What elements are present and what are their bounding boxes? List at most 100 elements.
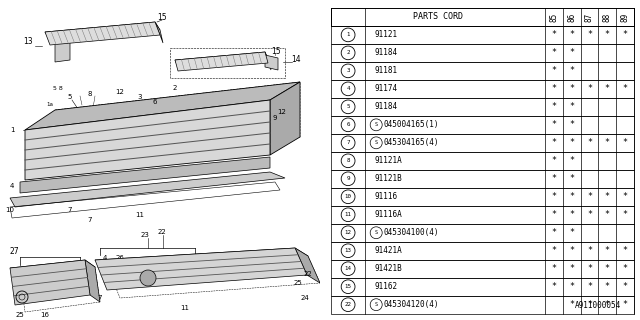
Text: 1a: 1a <box>47 102 54 108</box>
Text: *: * <box>570 174 574 183</box>
Text: 6: 6 <box>346 122 350 127</box>
Text: *: * <box>552 192 557 201</box>
Text: 11: 11 <box>344 212 351 217</box>
Text: *: * <box>587 210 592 219</box>
Text: 045004165(1): 045004165(1) <box>384 120 439 129</box>
Text: 85: 85 <box>550 12 559 21</box>
Text: 10: 10 <box>344 194 351 199</box>
Text: 10: 10 <box>77 273 86 279</box>
Text: *: * <box>570 282 574 291</box>
Text: PARTS CORD: PARTS CORD <box>413 12 463 21</box>
Text: 4: 4 <box>10 183 14 189</box>
Bar <box>331 188 634 206</box>
Text: 91184: 91184 <box>375 102 398 111</box>
Text: *: * <box>605 192 610 201</box>
Text: *: * <box>552 228 557 237</box>
Text: 91116: 91116 <box>375 192 398 201</box>
Text: *: * <box>552 264 557 273</box>
Polygon shape <box>85 260 100 302</box>
Bar <box>331 224 634 242</box>
Text: *: * <box>570 66 574 76</box>
Text: *: * <box>605 246 610 255</box>
Text: *: * <box>570 192 574 201</box>
Polygon shape <box>265 52 271 70</box>
Text: 7: 7 <box>68 207 72 213</box>
Bar <box>331 152 634 170</box>
Text: S: S <box>374 302 378 307</box>
Text: 045304120(4): 045304120(4) <box>384 300 439 309</box>
Text: *: * <box>605 84 610 93</box>
Text: *: * <box>570 48 574 57</box>
Text: 7: 7 <box>346 140 350 145</box>
Text: *: * <box>587 30 592 39</box>
Text: *: * <box>552 48 557 57</box>
Polygon shape <box>265 55 278 70</box>
Text: 14: 14 <box>344 266 351 271</box>
Bar <box>331 278 634 296</box>
Bar <box>331 98 634 116</box>
Text: *: * <box>552 174 557 183</box>
Text: 91184: 91184 <box>375 48 398 57</box>
Bar <box>331 62 634 80</box>
Text: *: * <box>570 30 574 39</box>
Text: 11: 11 <box>136 212 145 218</box>
Bar <box>331 260 634 278</box>
Text: 91162: 91162 <box>375 282 398 291</box>
Text: *: * <box>570 246 574 255</box>
Text: 26: 26 <box>116 255 124 261</box>
Text: 3: 3 <box>346 68 350 73</box>
Text: 91421B: 91421B <box>375 264 403 273</box>
Text: 11: 11 <box>180 305 189 311</box>
Text: 045304165(4): 045304165(4) <box>384 138 439 147</box>
Text: 89: 89 <box>620 12 629 21</box>
Text: 91181: 91181 <box>375 66 398 76</box>
Text: 7: 7 <box>98 295 102 301</box>
Text: *: * <box>552 120 557 129</box>
Text: *: * <box>622 84 627 93</box>
Text: *: * <box>570 264 574 273</box>
Circle shape <box>140 270 156 286</box>
Bar <box>331 242 634 260</box>
Text: 1: 1 <box>346 32 350 37</box>
Text: *: * <box>587 84 592 93</box>
Text: *: * <box>605 282 610 291</box>
Text: *: * <box>570 84 574 93</box>
Text: *: * <box>622 282 627 291</box>
Text: 25: 25 <box>15 312 24 318</box>
Polygon shape <box>10 260 90 305</box>
Polygon shape <box>270 82 300 155</box>
Text: *: * <box>552 246 557 255</box>
Polygon shape <box>295 248 320 283</box>
Text: 2: 2 <box>346 50 350 55</box>
Text: *: * <box>552 156 557 165</box>
Text: 7: 7 <box>88 217 92 223</box>
Text: *: * <box>570 156 574 165</box>
Text: *: * <box>552 210 557 219</box>
Polygon shape <box>45 22 160 40</box>
Polygon shape <box>20 157 270 193</box>
Text: 4: 4 <box>103 255 107 261</box>
Text: 045304100(4): 045304100(4) <box>384 228 439 237</box>
Text: *: * <box>587 192 592 201</box>
Polygon shape <box>25 82 300 130</box>
Text: 6: 6 <box>153 99 157 105</box>
Text: *: * <box>622 300 627 309</box>
Polygon shape <box>95 248 308 268</box>
Bar <box>331 296 634 314</box>
Text: 15: 15 <box>344 284 351 289</box>
Text: *: * <box>622 30 627 39</box>
Text: 91421A: 91421A <box>375 246 403 255</box>
Text: 91121A: 91121A <box>375 156 403 165</box>
Text: 5: 5 <box>346 104 350 109</box>
Polygon shape <box>55 40 70 62</box>
Text: *: * <box>587 246 592 255</box>
Text: *: * <box>587 264 592 273</box>
Text: *: * <box>570 210 574 219</box>
Text: *: * <box>587 300 592 309</box>
Text: 13: 13 <box>344 248 351 253</box>
Text: 91121: 91121 <box>375 30 398 39</box>
Text: 9: 9 <box>346 176 350 181</box>
Bar <box>331 170 634 188</box>
Text: *: * <box>605 264 610 273</box>
Text: 88: 88 <box>603 12 612 21</box>
